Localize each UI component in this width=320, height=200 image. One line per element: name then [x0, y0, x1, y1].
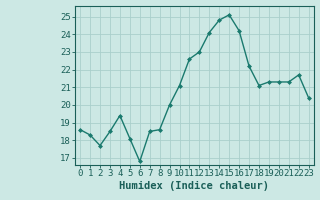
X-axis label: Humidex (Indice chaleur): Humidex (Indice chaleur): [119, 181, 269, 191]
